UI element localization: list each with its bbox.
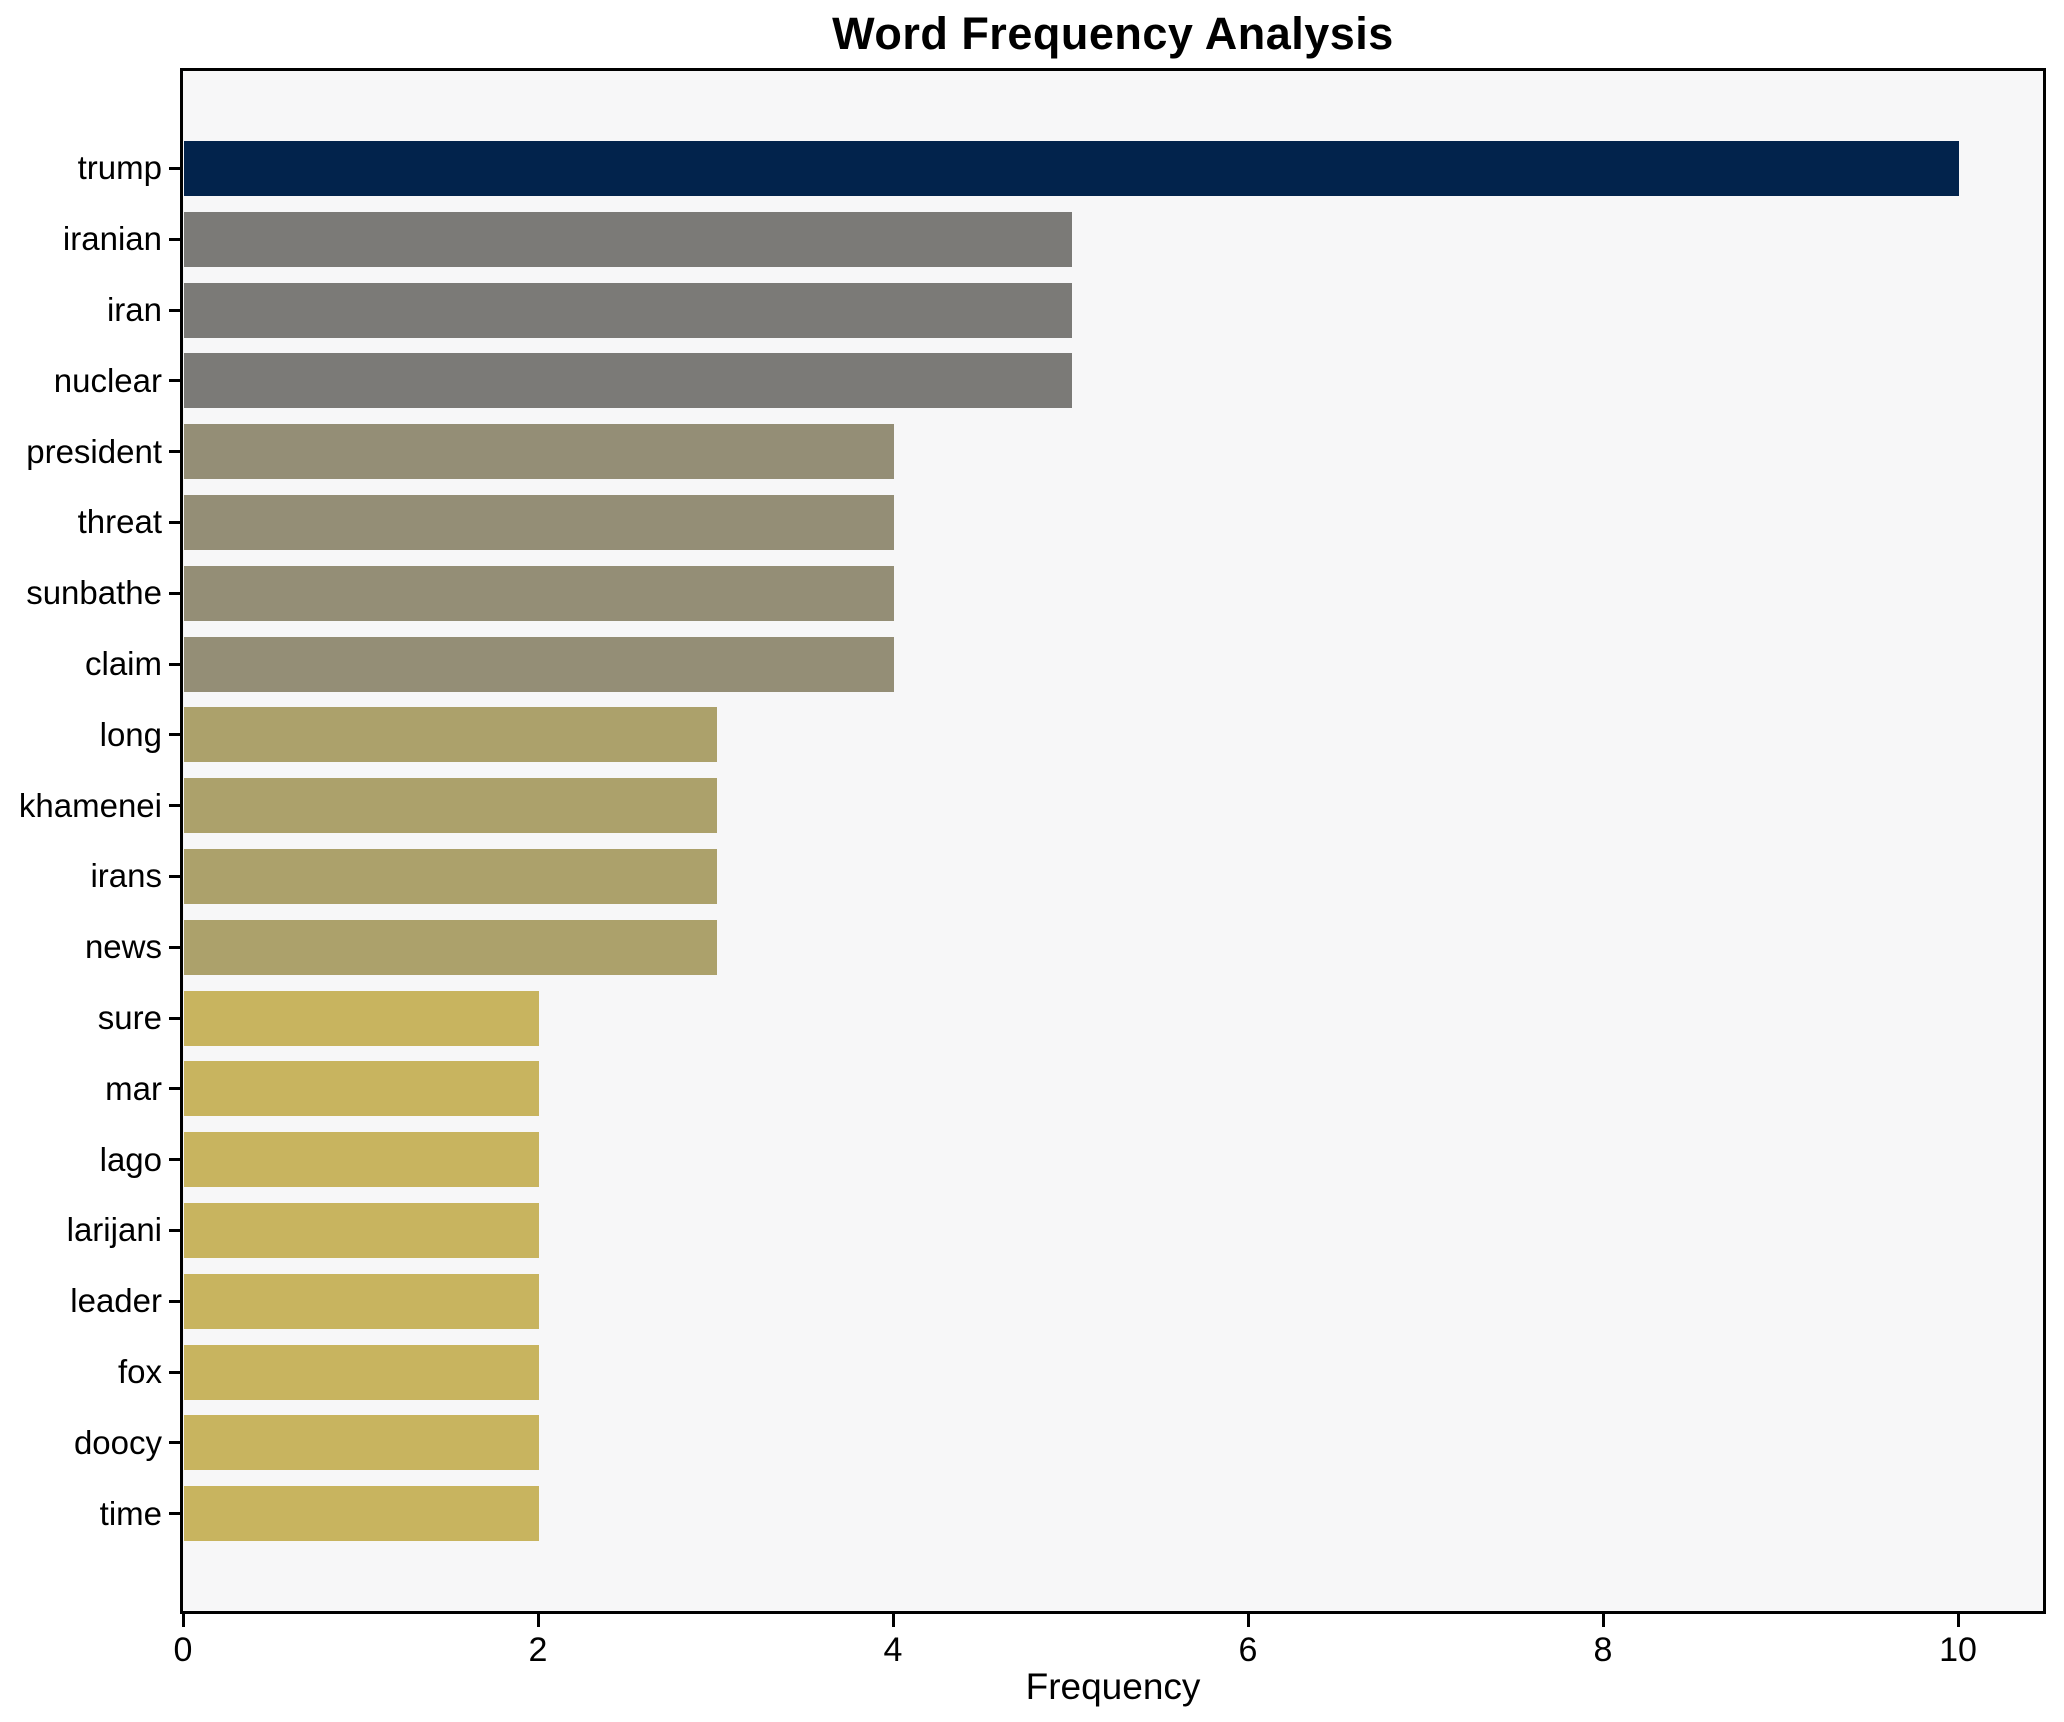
y-tick-mark [169,308,181,312]
y-tick-mark [169,1299,181,1303]
y-tick-label-news: news [84,928,162,966]
y-tick-mark [169,804,181,808]
bar-sure [184,990,539,1046]
bar-fox [184,1344,539,1400]
y-tick-mark [169,1016,181,1020]
y-tick-label-threat: threat [77,503,162,541]
y-tick-mark [169,1087,181,1091]
x-tick-label-2: 2 [528,1631,548,1669]
bar-news [184,919,717,975]
y-tick-mark [169,237,181,241]
y-tick-mark [169,733,181,737]
y-tick-mark [169,1370,181,1374]
bar-lago [184,1132,539,1188]
y-tick-mark [169,166,181,170]
y-tick-label-lago: lago [99,1140,162,1178]
y-tick-mark [169,945,181,949]
y-tick-label-iranian: iranian [62,220,162,258]
x-tick-mark [891,1612,895,1627]
y-tick-label-sunbathe: sunbathe [26,574,162,612]
bar-sunbathe [184,565,894,621]
y-tick-label-long: long [99,715,162,753]
bar-leader [184,1273,539,1329]
bar-claim [184,636,894,692]
x-tick-mark [1956,1612,1960,1627]
y-tick-mark [169,591,181,595]
y-tick-mark [169,662,181,666]
y-tick-label-nuclear: nuclear [53,361,162,399]
x-axis-label: Frequency [1025,1666,1201,1707]
bar-iran [184,282,1072,338]
bar-larijani [184,1202,539,1258]
y-tick-label-mar: mar [105,1069,162,1107]
x-tick-mark [1246,1612,1250,1627]
bar-threat [184,494,894,550]
x-tick-label-6: 6 [1238,1631,1258,1669]
y-tick-mark [169,1441,181,1445]
y-tick-label-khamenei: khamenei [18,786,162,824]
y-tick-label-larijani: larijani [66,1211,162,1249]
x-tick-mark [536,1612,540,1627]
y-tick-mark [169,874,181,878]
y-tick-label-claim: claim [84,645,162,682]
y-tick-mark [169,1512,181,1516]
y-tick-mark [169,520,181,524]
y-tick-label-iran: iran [106,291,162,328]
y-tick-label-leader: leader [70,1282,162,1320]
bar-nuclear [184,353,1072,409]
x-tick-label-0: 0 [173,1631,193,1669]
chart-title: Word Frequency Analysis [832,8,1394,59]
x-tick-mark [181,1612,185,1627]
bar-khamenei [184,778,717,834]
x-tick-label-10: 10 [1939,1631,1977,1669]
y-tick-mark [169,450,181,454]
bar-trump [184,140,1959,196]
y-tick-mark [169,379,181,383]
x-tick-label-4: 4 [883,1631,903,1669]
y-tick-mark [169,1158,181,1162]
x-tick-label-8: 8 [1593,1631,1613,1669]
y-tick-mark [169,1228,181,1232]
y-tick-label-trump: trump [77,149,162,187]
bar-time [184,1486,539,1542]
bar-long [184,707,717,763]
y-tick-label-irans: irans [90,857,162,895]
bar-president [184,424,894,480]
bar-mar [184,1061,539,1117]
y-tick-label-doocy: doocy [73,1423,162,1461]
bar-iranian [184,211,1072,267]
y-tick-label-sure: sure [97,999,162,1036]
y-tick-label-president: president [26,432,162,470]
bar-doocy [184,1415,539,1471]
y-tick-label-time: time [99,1494,162,1532]
y-tick-label-fox: fox [117,1353,162,1390]
x-tick-mark [1601,1612,1605,1627]
bar-irans [184,848,717,904]
